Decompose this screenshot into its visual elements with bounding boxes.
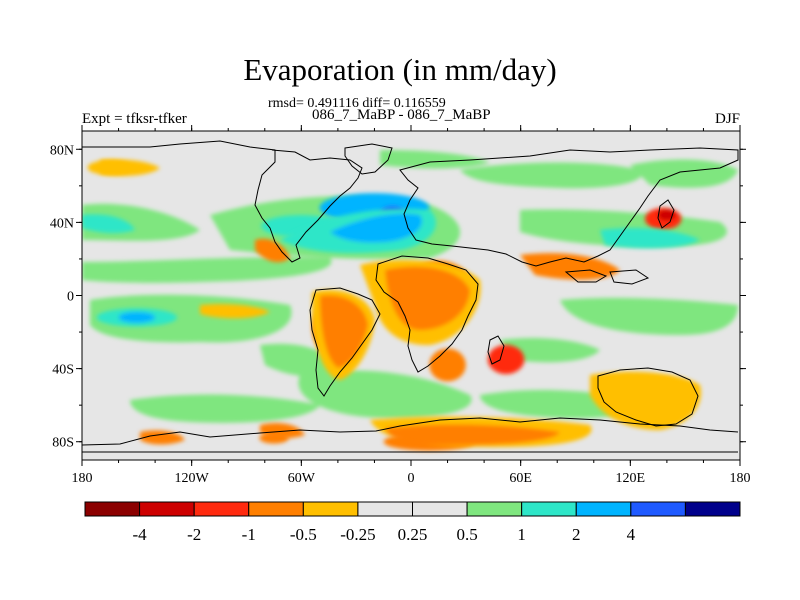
negative-area (385, 266, 470, 330)
negative-area (590, 371, 701, 430)
cyan-area (82, 214, 135, 234)
experiment-label: Expt = tfksr-tfker (82, 111, 187, 127)
greenland-outline (344, 143, 393, 175)
lat-tick-label: 80S (52, 436, 74, 451)
colorbar-swatch (684, 501, 741, 517)
negative-area (255, 238, 290, 263)
colorbar-label: -1 (242, 525, 256, 544)
cyan-area (600, 228, 700, 249)
lat-tick-label: 40S (52, 363, 74, 378)
colorbar-label: -2 (187, 525, 201, 544)
colorbar-swatch (575, 501, 632, 517)
positive-area (560, 297, 738, 335)
indonesia-outline (564, 269, 650, 285)
positive-area (380, 150, 490, 169)
colorbar-label: -4 (132, 525, 147, 544)
lon-tick-label: 180 (72, 471, 93, 486)
north-america-outline (82, 140, 363, 263)
lon-tick-label: 0 (408, 471, 415, 486)
colorbar-label: 4 (627, 525, 636, 544)
colorbar-swatch (193, 501, 250, 517)
colorbar-swatch (466, 501, 523, 517)
positive-area (630, 159, 738, 188)
positive-area (298, 370, 472, 419)
latitude-axis: 80N 40N 0 40S 80S (50, 143, 746, 451)
anomaly-region (118, 311, 156, 323)
blue-area (330, 213, 422, 243)
negative-area (320, 295, 368, 368)
lon-tick-label: 120W (175, 471, 210, 486)
colorbar-label: 0.5 (456, 525, 477, 544)
negative-area (260, 423, 305, 439)
map-subtitle: 086_7_MaBP - 086_7_MaBP (312, 107, 491, 123)
colorbar-label: -0.25 (340, 525, 375, 544)
colorbar-swatch (521, 501, 577, 517)
negative-area (200, 303, 270, 319)
negative-anomaly-areas (100, 159, 701, 448)
positive-area (82, 257, 332, 283)
longitude-axis: 180 120W 60W 0 60E 120E 180 (72, 125, 751, 486)
colorbar-label: 2 (572, 525, 581, 544)
anomaly-region (429, 348, 466, 382)
madagascar-outline (487, 335, 505, 365)
lon-tick-label: 60E (509, 471, 532, 486)
colorbar-swatch (248, 501, 304, 517)
stats-label: rmsd= 0.491116 diff= 0.116559 (268, 96, 446, 111)
lon-tick-label: 120E (616, 471, 646, 486)
south-america-outline (309, 287, 381, 397)
colorbar: -4 -2 -1 -0.5 -0.25 0.25 0.5 1 2 4 (84, 501, 741, 544)
continent-outlines (82, 140, 739, 453)
antarctica-outline (82, 417, 739, 453)
negative-area (140, 430, 185, 445)
lon-tick-label: 180 (730, 471, 751, 486)
lon-tick-label: 60W (288, 471, 316, 486)
colorbar-swatch (302, 501, 359, 517)
lat-tick-label: 80N (50, 143, 74, 158)
north-atlantic-anomaly (82, 208, 700, 253)
colorbar-swatch (412, 501, 468, 517)
season-label: DJF (714, 111, 740, 127)
negative-area (100, 159, 160, 176)
map-title: Evaporation (in mm/day) (243, 52, 557, 87)
positive-area (130, 394, 320, 423)
negative-area (385, 424, 560, 446)
eurasia-outline (399, 147, 739, 267)
lat-tick-label: 40N (50, 216, 74, 231)
anomaly-region (487, 344, 525, 375)
colorbar-swatch (357, 501, 413, 517)
colorbar-swatch (84, 501, 141, 517)
colorbar-swatch (630, 501, 686, 517)
positive-area (460, 162, 642, 189)
colorbar-label: 1 (517, 525, 526, 544)
australia-outline (597, 367, 699, 427)
colorbar-swatch (139, 501, 195, 517)
africa-outline (375, 255, 479, 373)
japan-outline (657, 199, 675, 229)
colorbar-label: 0.25 (398, 525, 428, 544)
lat-tick-label: 0 (67, 290, 74, 305)
negative-area (520, 253, 620, 280)
colorbar-label: -0.5 (290, 525, 317, 544)
positive-area (500, 338, 600, 363)
